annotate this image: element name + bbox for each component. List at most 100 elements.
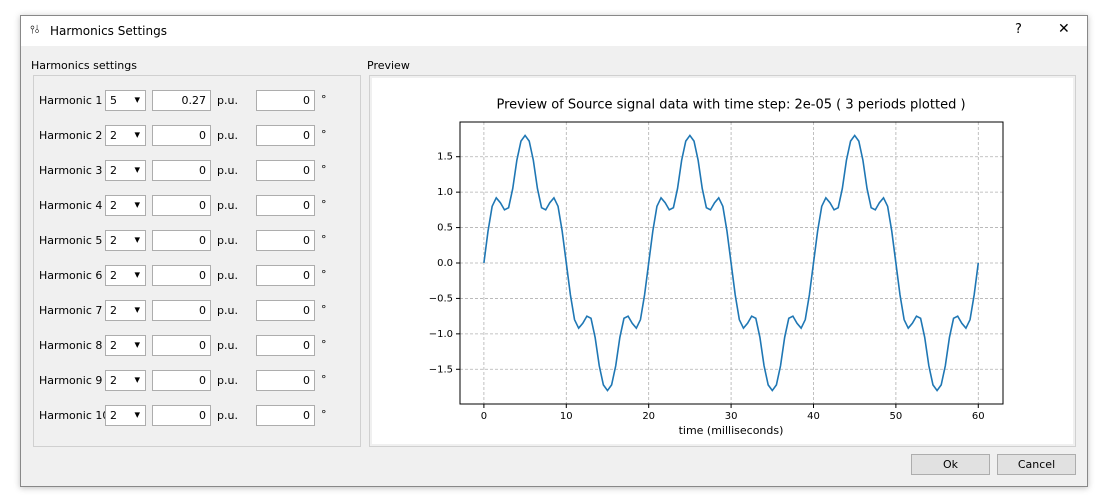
dialog-title: Harmonics Settings xyxy=(50,24,167,38)
unit-label: p.u. xyxy=(217,129,238,142)
phase-unit: ° xyxy=(321,268,327,281)
y-tick-label: 0.5 xyxy=(437,223,453,234)
chart-title: Preview of Source signal data with time … xyxy=(496,98,965,113)
phase-unit: ° xyxy=(321,198,327,211)
order-combo[interactable]: 2 ▾ xyxy=(105,300,146,321)
y-tick-label: 0.0 xyxy=(437,258,453,269)
order-combo[interactable]: 5 ▾ xyxy=(105,90,146,111)
phase-unit: ° xyxy=(321,233,327,246)
phase-input[interactable]: 0 xyxy=(256,90,315,111)
x-tick-label: 50 xyxy=(890,411,903,422)
chart: Preview of Source signal data with time … xyxy=(429,98,1004,437)
harmonic-label: Harmonic 10 xyxy=(39,409,110,422)
magnitude-input[interactable]: 0.27 xyxy=(152,90,211,111)
combo-arrow: ▾ xyxy=(134,373,140,386)
group-label: Preview xyxy=(367,59,410,72)
y-tick-label: 1.5 xyxy=(437,152,453,163)
unit-label: p.u. xyxy=(217,409,238,422)
app-icon: ⫯⫰ xyxy=(30,23,40,36)
order-combo[interactable]: 2 ▾ xyxy=(105,195,146,216)
combo-arrow: ▾ xyxy=(134,128,140,141)
phase-unit: ° xyxy=(321,128,327,141)
magnitude-input[interactable]: 0 xyxy=(152,125,211,146)
phase-input[interactable]: 0 xyxy=(256,265,315,286)
combo-arrow: ▾ xyxy=(134,338,140,351)
combo-arrow: ▾ xyxy=(134,268,140,281)
combo-arrow: ▾ xyxy=(134,163,140,176)
x-axis-label: time (milliseconds) xyxy=(679,424,784,437)
x-tick-label: 10 xyxy=(560,411,573,422)
phase-unit: ° xyxy=(321,338,327,351)
combo-arrow: ▾ xyxy=(134,233,140,246)
magnitude-input[interactable]: 0 xyxy=(152,230,211,251)
harmonic-label: Harmonic 3 xyxy=(39,164,103,177)
order-combo[interactable]: 2 ▾ xyxy=(105,265,146,286)
harmonic-label: Harmonic 7 xyxy=(39,304,103,317)
cancel-button[interactable]: Cancel xyxy=(997,454,1076,475)
harmonic-label: Harmonic 2 xyxy=(39,129,103,142)
unit-label: p.u. xyxy=(217,304,238,317)
unit-label: p.u. xyxy=(217,164,238,177)
harmonic-label: Harmonic 6 xyxy=(39,269,103,282)
x-tick-label: 0 xyxy=(481,411,487,422)
phase-input[interactable]: 0 xyxy=(256,160,315,181)
x-tick-label: 30 xyxy=(725,411,738,422)
magnitude-input[interactable]: 0 xyxy=(152,265,211,286)
x-tick-label: 20 xyxy=(642,411,655,422)
order-combo[interactable]: 2 ▾ xyxy=(105,335,146,356)
phase-input[interactable]: 0 xyxy=(256,125,315,146)
unit-label: p.u. xyxy=(217,269,238,282)
close-button[interactable]: ✕ xyxy=(1058,21,1070,37)
order-combo[interactable]: 2 ▾ xyxy=(105,125,146,146)
phase-unit: ° xyxy=(321,93,327,106)
y-tick-label: −1.5 xyxy=(429,364,453,375)
phase-input[interactable]: 0 xyxy=(256,230,315,251)
settings-box xyxy=(33,75,361,447)
unit-label: p.u. xyxy=(217,94,238,107)
phase-input[interactable]: 0 xyxy=(256,195,315,216)
order-combo[interactable]: 2 ▾ xyxy=(105,160,146,181)
unit-label: p.u. xyxy=(217,374,238,387)
phase-unit: ° xyxy=(321,408,327,421)
phase-unit: ° xyxy=(321,373,327,386)
unit-label: p.u. xyxy=(217,339,238,352)
magnitude-input[interactable]: 0 xyxy=(152,335,211,356)
combo-arrow: ▾ xyxy=(134,93,140,106)
harmonic-label: Harmonic 4 xyxy=(39,199,103,212)
phase-unit: ° xyxy=(321,303,327,316)
plot-frame xyxy=(459,121,1004,405)
y-tick-label: −1.0 xyxy=(429,329,453,340)
harmonic-label: Harmonic 9 xyxy=(39,374,103,387)
unit-label: p.u. xyxy=(217,234,238,247)
magnitude-input[interactable]: 0 xyxy=(152,195,211,216)
combo-arrow: ▾ xyxy=(134,198,140,211)
ok-button[interactable]: Ok xyxy=(911,454,990,475)
group-label: Harmonics settings xyxy=(31,59,137,72)
magnitude-input[interactable]: 0 xyxy=(152,370,211,391)
order-combo[interactable]: 2 ▾ xyxy=(105,405,146,426)
phase-unit: ° xyxy=(321,163,327,176)
magnitude-input[interactable]: 0 xyxy=(152,300,211,321)
y-tick-label: 1.0 xyxy=(437,187,453,198)
y-tick-label: −0.5 xyxy=(429,293,453,304)
magnitude-input[interactable]: 0 xyxy=(152,160,211,181)
magnitude-input[interactable]: 0 xyxy=(152,405,211,426)
preview-box xyxy=(369,75,1076,447)
combo-arrow: ▾ xyxy=(134,303,140,316)
unit-label: p.u. xyxy=(217,199,238,212)
title-bar: ⫯⫰ Harmonics Settings ? ✕ xyxy=(21,16,1087,46)
harmonic-label: Harmonic 8 xyxy=(39,339,103,352)
order-combo[interactable]: 2 ▾ xyxy=(105,370,146,391)
harmonic-label: Harmonic 1 xyxy=(39,94,103,107)
phase-input[interactable]: 0 xyxy=(256,370,315,391)
signal-line xyxy=(483,134,980,392)
x-tick-label: 60 xyxy=(972,411,985,422)
help-button[interactable]: ? xyxy=(1015,22,1022,37)
harmonic-label: Harmonic 5 xyxy=(39,234,103,247)
order-combo[interactable]: 2 ▾ xyxy=(105,230,146,251)
phase-input[interactable]: 0 xyxy=(256,335,315,356)
phase-input[interactable]: 0 xyxy=(256,300,315,321)
preview-panel xyxy=(372,78,1073,444)
phase-input[interactable]: 0 xyxy=(256,405,315,426)
